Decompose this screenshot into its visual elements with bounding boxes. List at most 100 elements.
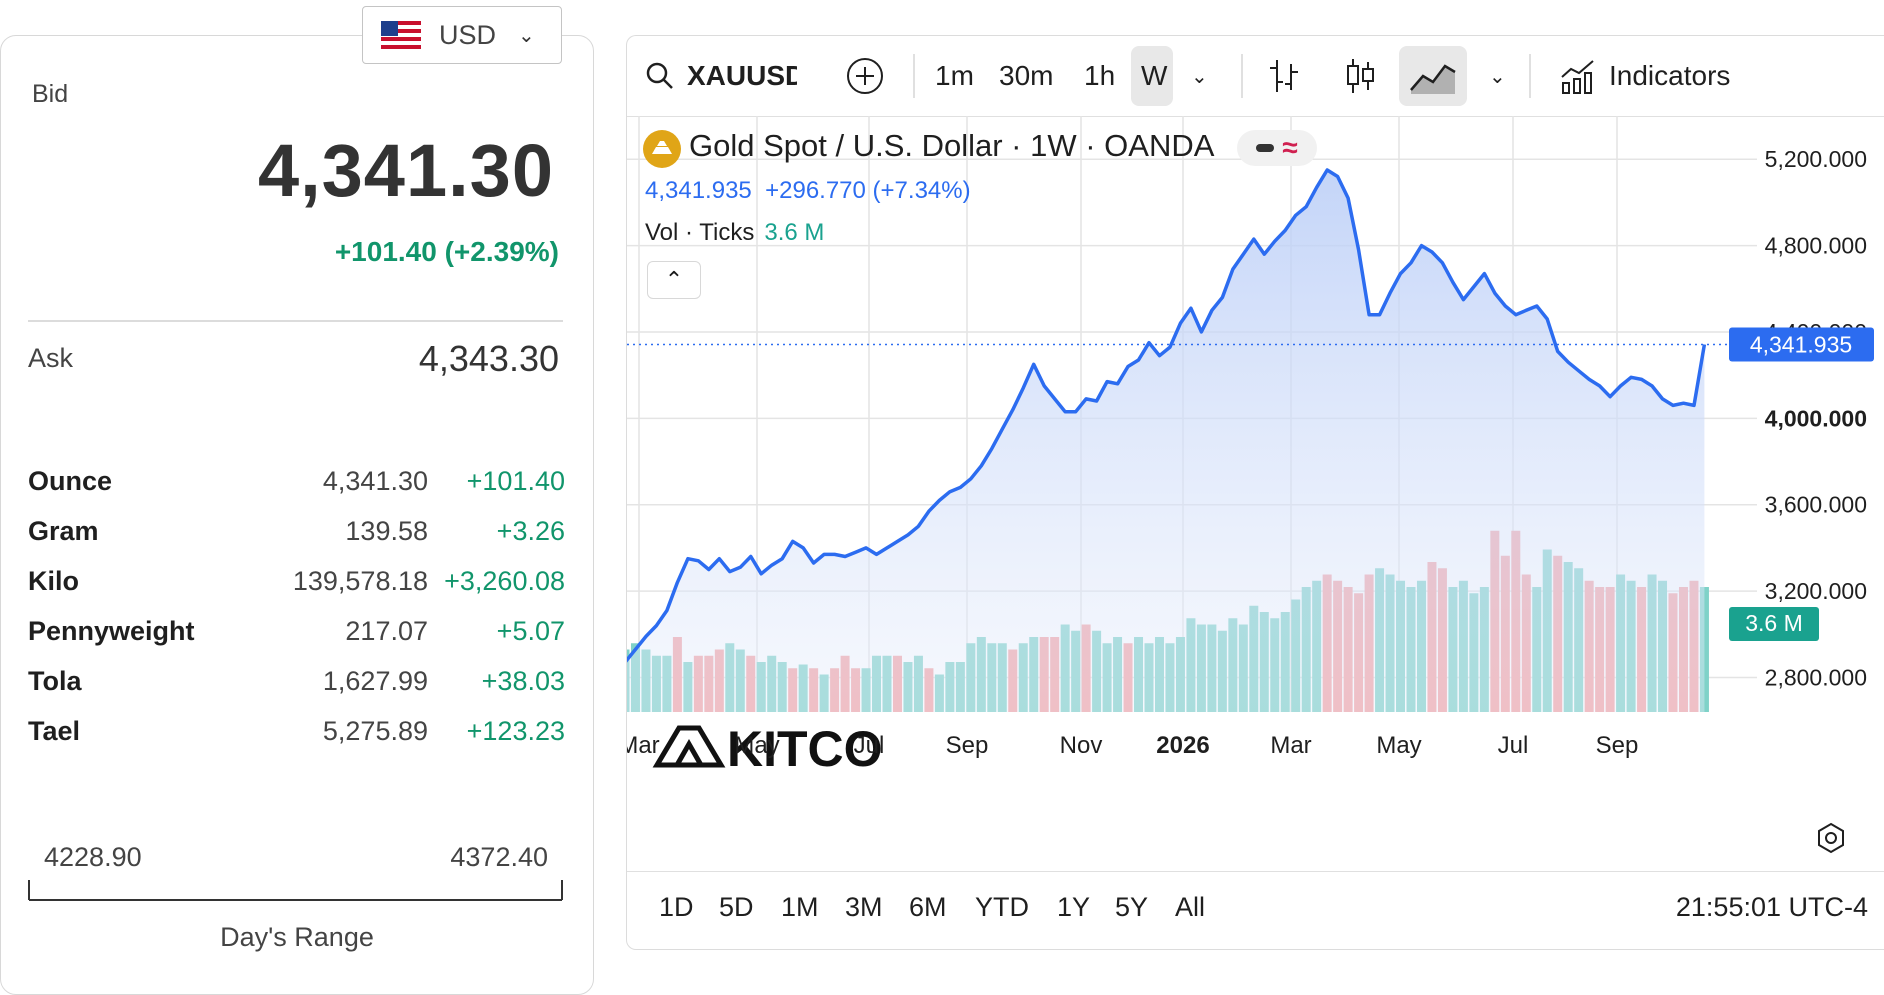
- chart-legend-price: 4,341.935 +296.770 (+7.34%): [645, 177, 971, 204]
- unit-change: +5.07: [496, 616, 565, 646]
- delayed-data-icon: ≈: [1282, 132, 1298, 163]
- volume-value: 3.6 M: [764, 219, 825, 246]
- price-area: [627, 170, 1705, 712]
- unit-change: +101.40: [466, 466, 565, 496]
- indicators-label: Indicators: [1609, 60, 1731, 91]
- chart-widget: XAUUSD 1m 30m 1h W ⌄: [626, 35, 1884, 950]
- range-bar: 1D 5D 1M 3M 6M YTD 1Y 5Y All 21:55:01 UT…: [627, 871, 1884, 949]
- collapse-legend-button[interactable]: ⌃: [647, 261, 701, 299]
- indicators-button[interactable]: Indicators: [1559, 36, 1730, 116]
- kitco-watermark: KITCO: [727, 721, 883, 777]
- interval-1h[interactable]: 1h: [1084, 60, 1116, 91]
- toolbar-separator: [1241, 54, 1243, 98]
- range-6m[interactable]: 6M: [909, 892, 947, 922]
- currency-code: USD: [439, 19, 497, 50]
- unit-name: Ounce: [28, 466, 113, 496]
- unit-row: Tola 1,627.99 +38.03: [28, 666, 565, 716]
- candles-chart-type-button[interactable]: [1343, 36, 1377, 116]
- last-price-label: 4,341.935: [1750, 331, 1852, 357]
- unit-row: Pennyweight 217.07 +5.07: [28, 616, 565, 666]
- unit-price: 217.07: [345, 616, 428, 646]
- currency-select[interactable]: USD ⌄: [362, 6, 562, 64]
- interval-dropdown-chevron-icon[interactable]: ⌄: [1191, 65, 1208, 88]
- y-tick-label: 5,200.000: [1765, 146, 1867, 172]
- ohlc-bars-icon: [1270, 60, 1298, 92]
- compare-button[interactable]: [845, 36, 885, 116]
- area-chart-type-button[interactable]: [1409, 36, 1457, 116]
- kitco-logo-mark: [652, 725, 726, 768]
- last-price-tag: [1729, 327, 1874, 362]
- ask-price: 4,343.30: [418, 338, 559, 379]
- chevron-up-icon: ⌃: [664, 267, 684, 292]
- indicators-icon: [1561, 60, 1594, 94]
- unit-price: 139.58: [345, 516, 428, 546]
- range-1y[interactable]: 1Y: [1057, 892, 1091, 922]
- chart-settings-icon[interactable]: [1814, 821, 1848, 855]
- x-tick-label: 2026: [1156, 732, 1209, 759]
- unit-change: +3,260.08: [444, 566, 565, 596]
- gold-symbol-icon: [643, 130, 681, 168]
- y-tick-label: 4,800.000: [1765, 233, 1867, 259]
- unit-change: +3.26: [496, 516, 565, 546]
- range-1d[interactable]: 1D: [659, 892, 694, 922]
- add-symbol-icon: [847, 58, 883, 94]
- range-5y[interactable]: 5Y: [1115, 892, 1149, 922]
- unit-name: Gram: [28, 516, 99, 546]
- range-3m[interactable]: 3M: [845, 892, 883, 922]
- chart-legend-volume: Vol · Ticks 3.6 M: [645, 219, 824, 247]
- y-tick-label: 4,000.000: [1765, 405, 1867, 431]
- range-ytd[interactable]: YTD: [975, 892, 1029, 922]
- volume-bar: [1699, 587, 1709, 712]
- volume-tag: [1729, 607, 1819, 641]
- ask-label: Ask: [28, 343, 74, 373]
- x-tick-label: Sep: [1596, 732, 1639, 759]
- day-range-low: 4228.90: [44, 842, 142, 872]
- unit-name: Tola: [28, 666, 82, 696]
- toolbar-separator: [913, 54, 915, 98]
- range-5d[interactable]: 5D: [719, 892, 754, 922]
- range-all[interactable]: All: [1175, 892, 1206, 922]
- active-interval-highlight: [1131, 46, 1173, 106]
- x-tick-label: Jul: [854, 732, 885, 759]
- chart-type-dropdown-chevron-icon[interactable]: ⌄: [1489, 65, 1506, 88]
- chevron-down-icon: ⌄: [518, 24, 535, 47]
- us-flag-icon: [381, 21, 421, 49]
- x-tick-label: May: [734, 732, 779, 759]
- search-icon: [646, 62, 673, 89]
- y-tick-label: 2,800.000: [1765, 664, 1867, 690]
- unit-change: +123.23: [466, 716, 565, 746]
- volume-tag-label: 3.6 M: [1745, 610, 1803, 636]
- interval-1m[interactable]: 1m: [935, 60, 974, 91]
- range-1m[interactable]: 1M: [781, 892, 819, 922]
- unit-price-table: Ounce 4,341.30 +101.40 Gram 139.58 +3.26…: [28, 466, 565, 766]
- unit-price: 5,275.89: [322, 716, 428, 746]
- x-tick-label: Mar: [1270, 732, 1311, 759]
- candlestick-icon: [1347, 59, 1374, 93]
- symbol-status-badge[interactable]: ≈: [1237, 130, 1317, 166]
- y-tick-label: 3,200.000: [1765, 578, 1867, 604]
- chart-toolbar: XAUUSD 1m 30m 1h W ⌄: [627, 36, 1884, 117]
- interval-30m[interactable]: 30m: [999, 60, 1054, 91]
- symbol-input[interactable]: XAUUSD: [687, 60, 797, 91]
- x-tick-label: May: [1376, 732, 1421, 759]
- unit-row: Gram 139.58 +3.26: [28, 516, 565, 566]
- divider: [28, 320, 563, 322]
- price-chart[interactable]: 2,800.0003,200.0003,600.0004,000.0004,40…: [627, 116, 1884, 876]
- y-tick-label: 3,600.000: [1765, 492, 1867, 518]
- bid-label: Bid: [32, 80, 69, 108]
- toolbar-separator: [1529, 54, 1531, 98]
- symbol-search[interactable]: XAUUSD: [645, 36, 797, 116]
- market-status-icon: [1256, 144, 1275, 152]
- interval-w[interactable]: W: [1141, 60, 1168, 91]
- chart-legend-title: Gold Spot / U.S. Dollar · 1W · OANDA: [689, 128, 1215, 163]
- x-tick-label: Mar: [627, 732, 660, 759]
- day-range-bar: [28, 880, 563, 901]
- unit-price: 4,341.30: [322, 466, 428, 496]
- bar-chart-type-button[interactable]: [1267, 36, 1301, 116]
- x-tick-label: Jul: [1498, 732, 1529, 759]
- unit-change: +38.03: [481, 666, 565, 696]
- chart-clock: 21:55:01 UTC-4: [1675, 892, 1868, 922]
- x-tick-label: Nov: [1060, 732, 1103, 759]
- unit-row: Tael 5,275.89 +123.23: [28, 716, 565, 766]
- day-range-label: Day's Range: [220, 922, 374, 952]
